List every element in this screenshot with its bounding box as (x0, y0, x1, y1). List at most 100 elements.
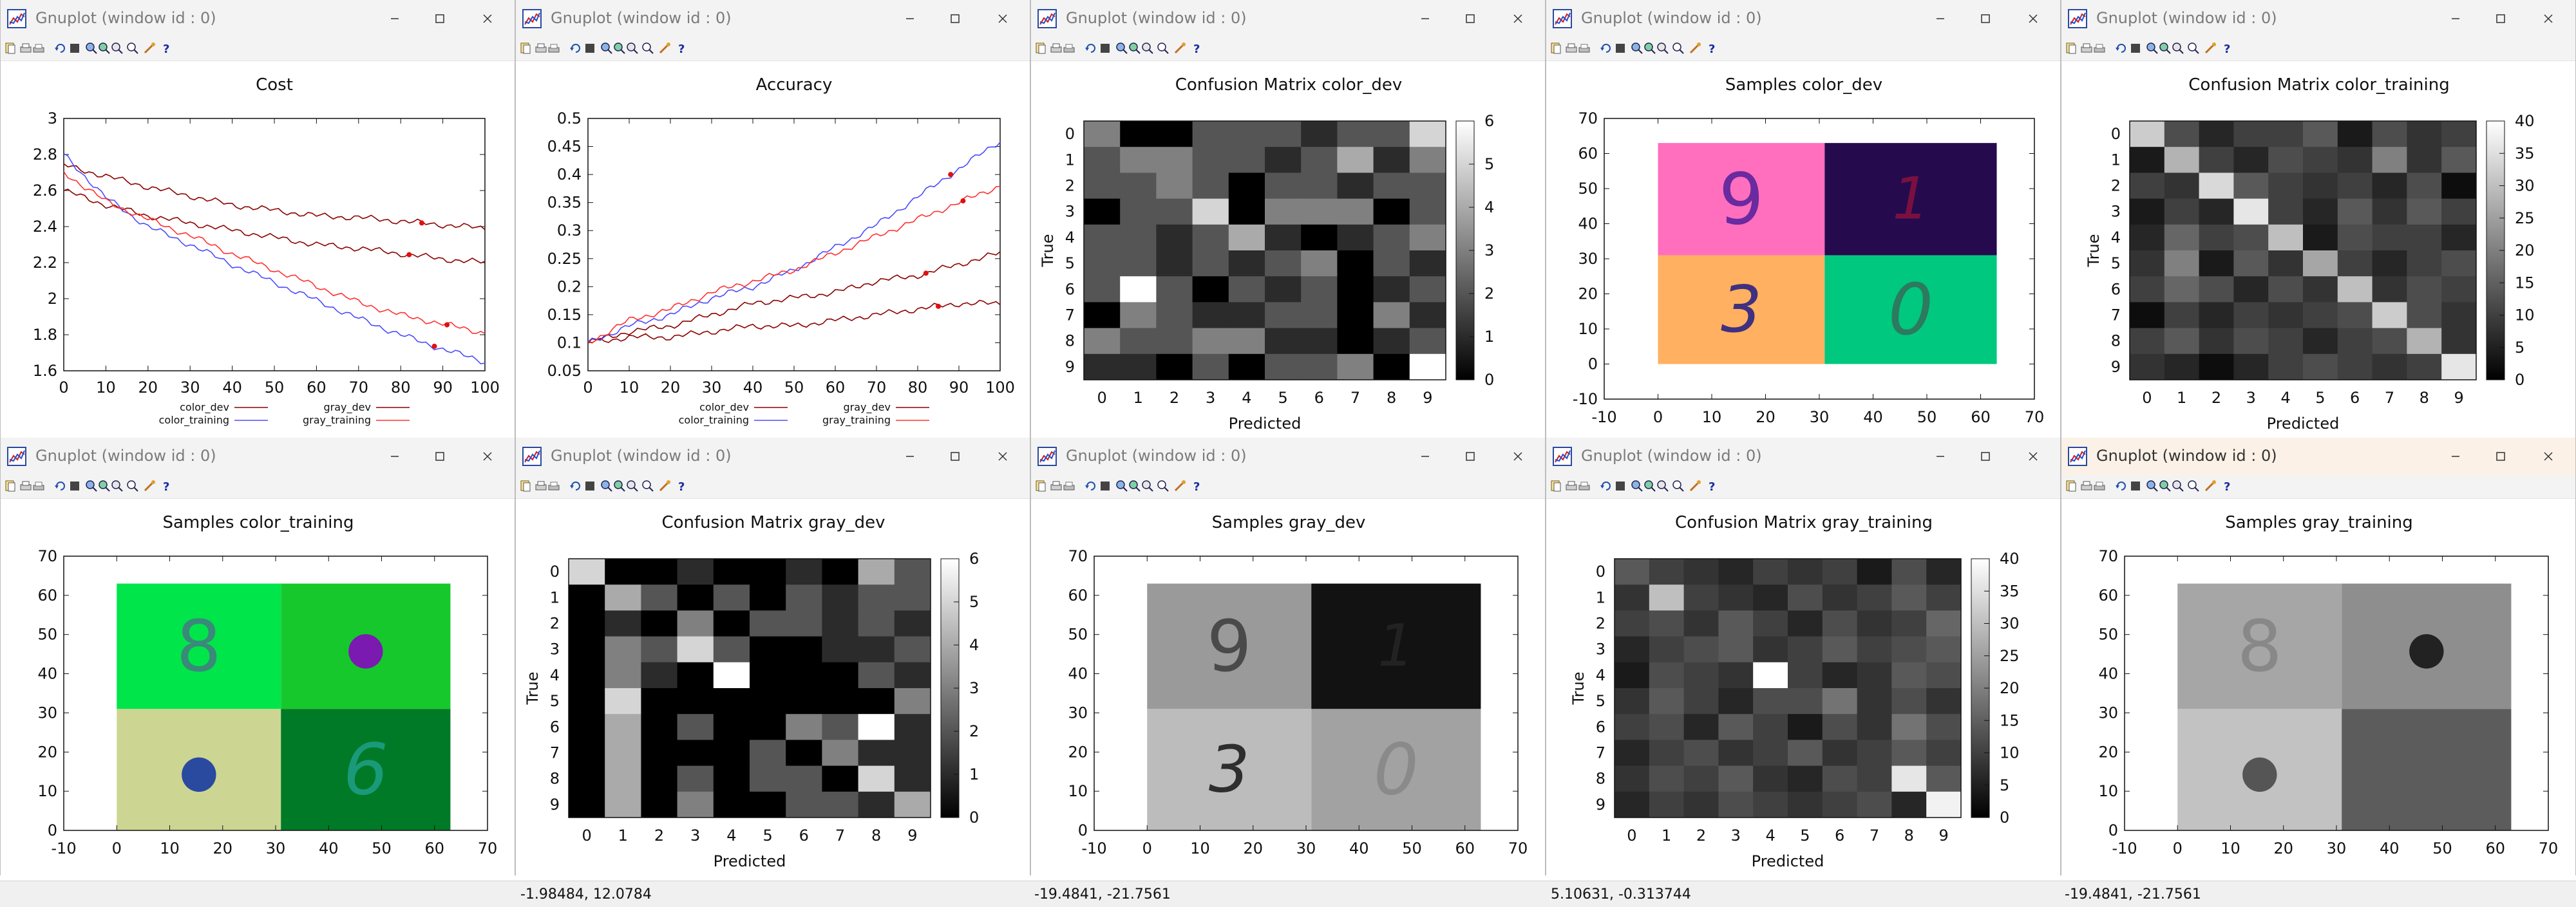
replot-icon[interactable] (569, 479, 583, 493)
replot-icon[interactable] (2114, 41, 2128, 55)
zoom-icon[interactable] (1671, 41, 1685, 55)
maximize-icon[interactable] (1450, 5, 1491, 32)
options-icon[interactable] (142, 479, 156, 493)
minimize-icon[interactable] (2435, 443, 2476, 470)
options-icon[interactable] (1688, 41, 1702, 55)
close-icon[interactable] (1497, 5, 1539, 32)
minimize-icon[interactable] (889, 5, 931, 32)
grid-icon[interactable] (1098, 41, 1112, 55)
title-bar[interactable]: Gnuplot (window id : 0) (1031, 0, 1545, 37)
maximize-icon[interactable] (1965, 5, 2006, 32)
title-bar[interactable]: Gnuplot (window id : 0) (1031, 438, 1545, 475)
maximize-icon[interactable] (1450, 443, 1491, 470)
maximize-icon[interactable] (419, 443, 460, 470)
plot-area[interactable]: Confusion Matrix color_training 0 0 1 1 2 2 3 3 4… (2061, 61, 2576, 438)
title-bar[interactable]: Gnuplot (window id : 0) (1, 0, 515, 37)
autoscale-icon[interactable] (1656, 41, 1670, 55)
close-icon[interactable] (467, 5, 508, 32)
help-icon[interactable]: ? (1189, 479, 1204, 493)
help-icon[interactable]: ? (159, 479, 173, 493)
title-bar[interactable]: Gnuplot (window id : 0) (2061, 438, 2575, 475)
grid-icon[interactable] (583, 41, 597, 55)
zoom-next-icon[interactable] (97, 41, 111, 55)
maximize-icon[interactable] (934, 443, 976, 470)
autoscale-icon[interactable] (110, 479, 124, 493)
copy-icon[interactable] (3, 41, 17, 55)
print-icon[interactable] (1564, 479, 1578, 493)
zoom-next-icon[interactable] (1128, 41, 1142, 55)
zoom-prev-icon[interactable] (1630, 41, 1644, 55)
help-icon[interactable]: ? (1189, 41, 1204, 55)
minimize-icon[interactable] (1405, 5, 1446, 32)
printer-setup-icon[interactable] (32, 41, 46, 55)
copy-icon[interactable] (1549, 479, 1563, 493)
zoom-prev-icon[interactable] (600, 41, 614, 55)
help-icon[interactable]: ? (159, 41, 173, 55)
copy-icon[interactable] (1034, 41, 1048, 55)
zoom-prev-icon[interactable] (84, 41, 99, 55)
autoscale-icon[interactable] (625, 41, 639, 55)
grid-icon[interactable] (2128, 479, 2143, 493)
grid-icon[interactable] (583, 479, 597, 493)
autoscale-icon[interactable] (2171, 41, 2185, 55)
zoom-prev-icon[interactable] (2145, 479, 2159, 493)
close-icon[interactable] (982, 443, 1023, 470)
help-icon[interactable]: ? (674, 479, 688, 493)
printer-setup-icon[interactable] (1577, 479, 1591, 493)
print-icon[interactable] (2079, 479, 2094, 493)
close-icon[interactable] (467, 443, 508, 470)
options-icon[interactable] (658, 41, 672, 55)
options-icon[interactable] (2203, 41, 2217, 55)
printer-setup-icon[interactable] (1062, 479, 1076, 493)
plot-area[interactable]: Confusion Matrix color_dev 0 0 1 1 2 2 3 3 4 4 5 5 6 6… (1031, 61, 1546, 438)
print-icon[interactable] (19, 41, 33, 55)
zoom-icon[interactable] (1156, 41, 1170, 55)
autoscale-icon[interactable] (1141, 41, 1155, 55)
print-icon[interactable] (1564, 41, 1578, 55)
replot-icon[interactable] (1084, 479, 1098, 493)
printer-setup-icon[interactable] (1577, 41, 1591, 55)
copy-icon[interactable] (1034, 479, 1048, 493)
title-bar[interactable]: Gnuplot (window id : 0) (1, 438, 515, 475)
help-icon[interactable]: ? (2220, 479, 2234, 493)
printer-setup-icon[interactable] (547, 41, 561, 55)
print-icon[interactable] (19, 479, 33, 493)
zoom-next-icon[interactable] (2158, 41, 2172, 55)
maximize-icon[interactable] (2480, 443, 2521, 470)
zoom-next-icon[interactable] (612, 479, 627, 493)
autoscale-icon[interactable] (110, 41, 124, 55)
print-icon[interactable] (1049, 479, 1063, 493)
options-icon[interactable] (1173, 41, 1187, 55)
printer-setup-icon[interactable] (547, 479, 561, 493)
zoom-next-icon[interactable] (1128, 479, 1142, 493)
autoscale-icon[interactable] (625, 479, 639, 493)
options-icon[interactable] (142, 41, 156, 55)
print-icon[interactable] (534, 479, 548, 493)
zoom-icon[interactable] (126, 41, 140, 55)
zoom-next-icon[interactable] (97, 479, 111, 493)
title-bar[interactable]: Gnuplot (window id : 0) (516, 0, 1030, 37)
copy-icon[interactable] (2064, 41, 2078, 55)
zoom-prev-icon[interactable] (600, 479, 614, 493)
close-icon[interactable] (2012, 443, 2054, 470)
print-icon[interactable] (534, 41, 548, 55)
zoom-prev-icon[interactable] (84, 479, 99, 493)
autoscale-icon[interactable] (1656, 479, 1670, 493)
plot-area[interactable]: Cost 0 10 20 30 40 50 60 70 80 90 100 1.6 1.8 2 2.2 2.4 2… (1, 61, 515, 438)
close-icon[interactable] (982, 5, 1023, 32)
minimize-icon[interactable] (1920, 443, 1961, 470)
print-icon[interactable] (2079, 41, 2094, 55)
help-icon[interactable]: ? (674, 41, 688, 55)
printer-setup-icon[interactable] (1062, 41, 1076, 55)
maximize-icon[interactable] (2480, 5, 2521, 32)
replot-icon[interactable] (569, 41, 583, 55)
title-bar[interactable]: Gnuplot (window id : 0) (1546, 0, 2060, 37)
grid-icon[interactable] (1098, 479, 1112, 493)
copy-icon[interactable] (1549, 41, 1563, 55)
replot-icon[interactable] (53, 41, 68, 55)
grid-icon[interactable] (1613, 41, 1627, 55)
zoom-icon[interactable] (1156, 479, 1170, 493)
zoom-prev-icon[interactable] (1115, 479, 1129, 493)
help-icon[interactable]: ? (1705, 41, 1719, 55)
